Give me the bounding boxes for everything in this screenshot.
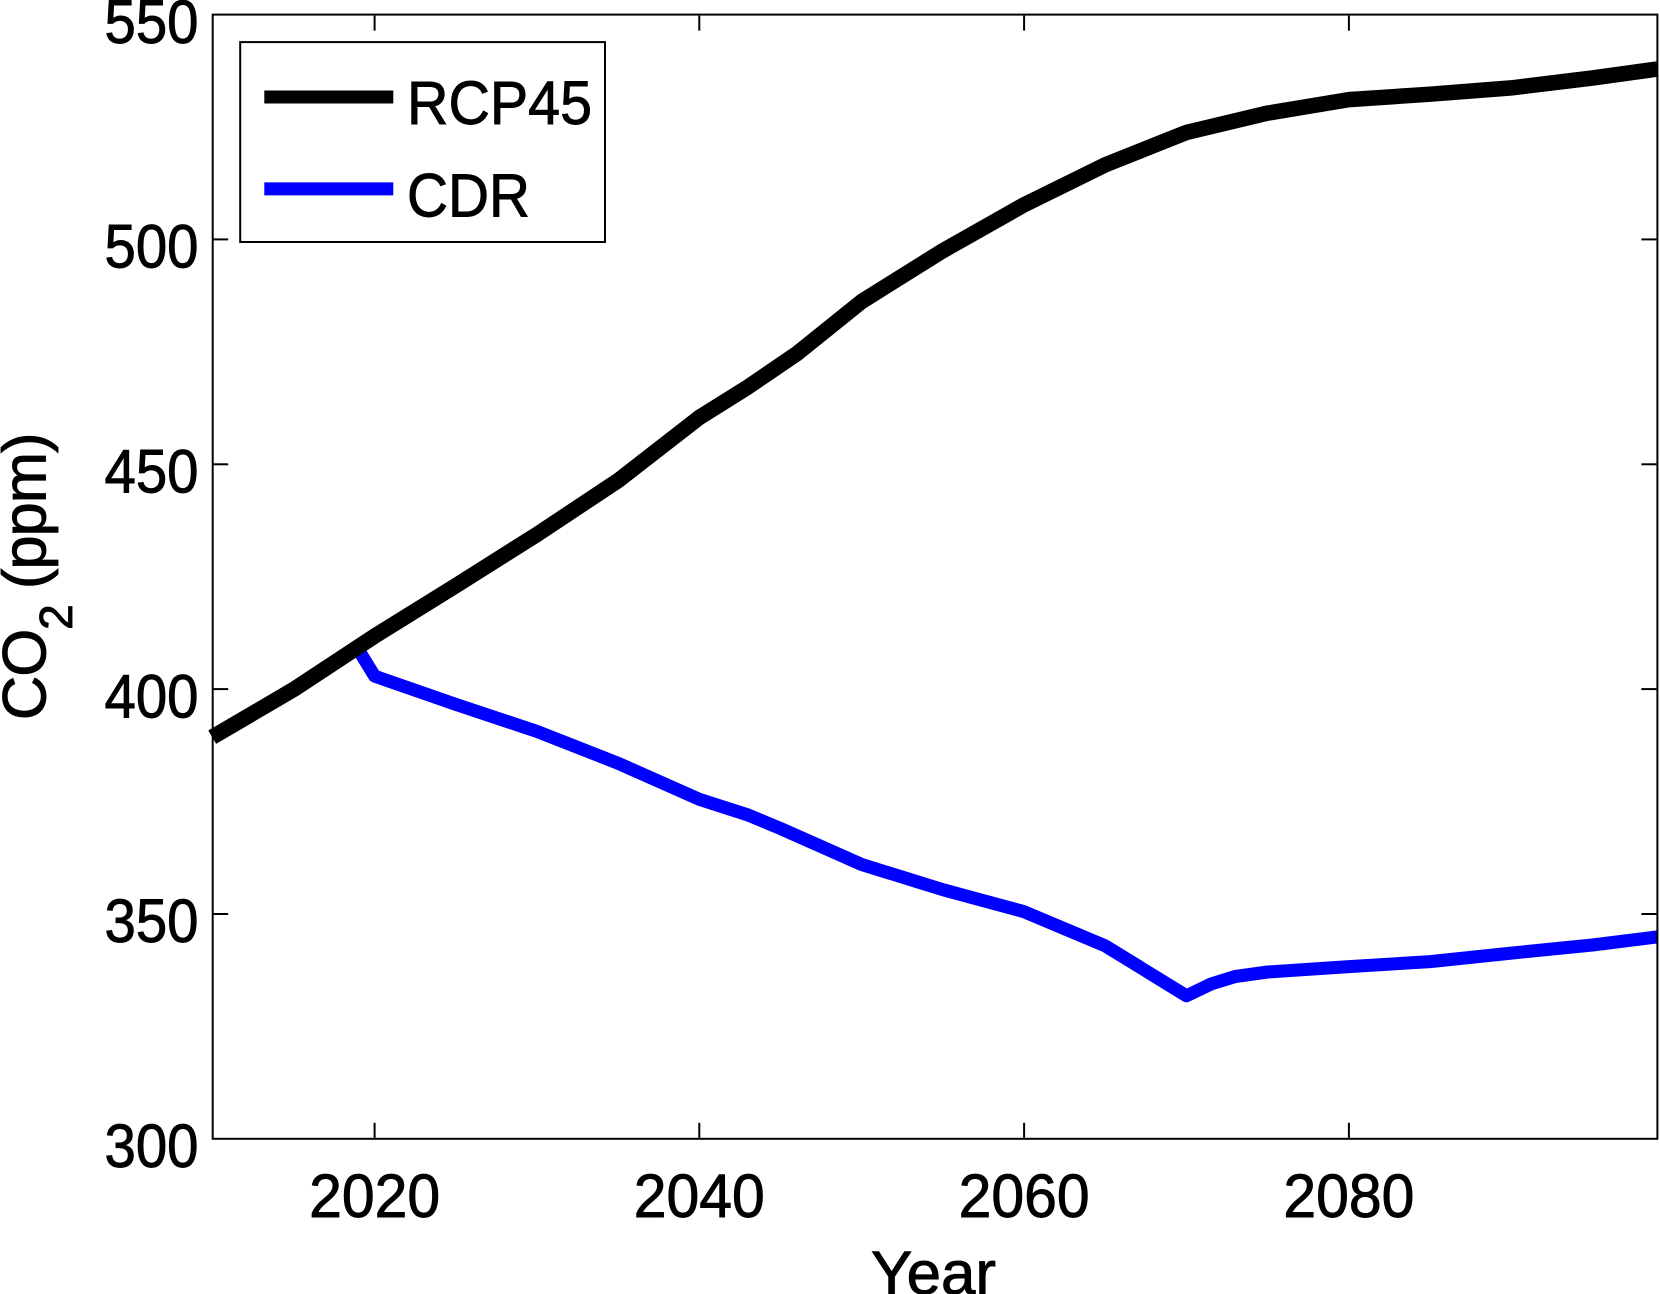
svg-text:350: 350: [105, 887, 199, 956]
svg-text:Year: Year: [871, 1239, 996, 1294]
svg-text:450: 450: [105, 438, 199, 507]
svg-text:2020: 2020: [309, 1162, 440, 1231]
svg-text:550: 550: [105, 0, 199, 57]
svg-text:500: 500: [105, 213, 199, 282]
svg-text:400: 400: [105, 662, 199, 731]
svg-text:2040: 2040: [634, 1162, 765, 1231]
svg-text:CDR: CDR: [407, 162, 530, 231]
svg-text:2080: 2080: [1283, 1162, 1414, 1231]
svg-text:RCP45: RCP45: [407, 69, 592, 138]
svg-text:2060: 2060: [959, 1162, 1090, 1231]
svg-text:300: 300: [105, 1112, 199, 1181]
